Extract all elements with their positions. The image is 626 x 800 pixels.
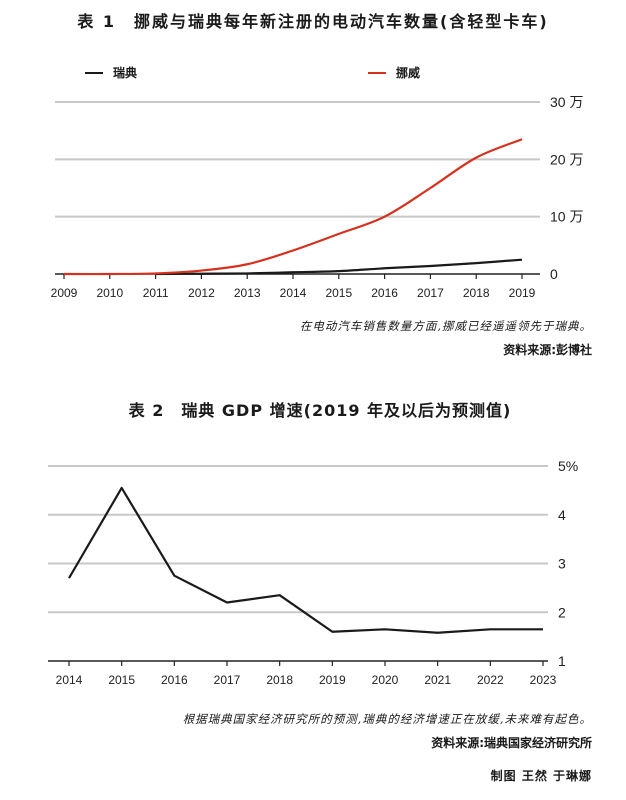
legend-sweden: 瑞典	[85, 64, 137, 81]
x-tick-label: 2009	[51, 286, 78, 300]
x-tick-label: 2022	[477, 673, 504, 687]
y-tick-label: 30 万	[550, 94, 583, 110]
x-tick-label: 2014	[280, 286, 307, 300]
x-tick-label: 2018	[266, 673, 293, 687]
x-tick-label: 2014	[56, 673, 83, 687]
chart1-series-0-line	[155, 258, 523, 276]
chart2-title: 表 2 瑞典 GDP 增速(2019 年及以后为预测值)	[128, 401, 512, 420]
legend-norway: 挪威	[368, 64, 420, 81]
x-tick-label: 2010	[96, 286, 123, 300]
x-tick-label: 2013	[234, 286, 261, 300]
y-tick-label: 2	[558, 604, 566, 620]
chart1-series-1-line	[63, 138, 523, 276]
x-tick-label: 2019	[319, 673, 346, 687]
legend-label-sweden: 瑞典	[113, 66, 138, 80]
y-tick-label: 20 万	[550, 151, 583, 167]
credit: 制图 王然 于琳娜	[490, 769, 592, 783]
legend-swatch-norway	[368, 71, 386, 74]
legend-label-norway: 挪威	[396, 66, 421, 80]
x-tick-label: 2018	[463, 286, 490, 300]
chart2-source: 资料来源:瑞典国家经济研究所	[431, 736, 592, 750]
x-tick-label: 2017	[417, 286, 444, 300]
y-tick-label: 4	[558, 507, 566, 523]
chart1-plot: 0 10 万 20 万 30 万 2009 2010 2011 2012 2013 2014 201…	[51, 94, 584, 300]
x-tick-label: 2023	[530, 673, 557, 687]
chart2-series-0-line	[68, 486, 543, 634]
chart2-caption: 根据瑞典国家经济研究所的预测,瑞典的经济增速正在放缓,未来难有起色。	[182, 712, 592, 726]
x-tick-label: 2021	[424, 673, 451, 687]
x-tick-label: 2016	[371, 286, 398, 300]
chart1-source: 资料来源:彭博社	[503, 343, 592, 357]
y-tick-label: 10 万	[550, 209, 583, 225]
chart2-plot: 1 2 3 4 5% 2014 2015 2016 2017 2018 2019 2020 2021 20…	[48, 458, 578, 687]
x-tick-label: 2019	[509, 286, 536, 300]
x-tick-label: 2020	[372, 673, 399, 687]
chart1-title: 表 1 挪威与瑞典每年新注册的电动汽车数量(含轻型卡车)	[77, 12, 549, 31]
y-tick-label: 3	[558, 556, 566, 572]
legend-swatch-sweden	[85, 71, 103, 74]
y-tick-label: 1	[558, 653, 566, 669]
y-tick-label: 0	[550, 266, 558, 282]
x-tick-label: 2015	[325, 286, 352, 300]
x-tick-label: 2017	[214, 673, 241, 687]
y-tick-label: 5%	[558, 458, 578, 474]
x-tick-label: 2012	[188, 286, 215, 300]
x-tick-label: 2011	[143, 286, 169, 300]
chart1-caption: 在电动汽车销售数量方面,挪威已经遥遥领先于瑞典。	[299, 319, 592, 333]
x-tick-label: 2016	[161, 673, 188, 687]
x-tick-label: 2015	[108, 673, 135, 687]
